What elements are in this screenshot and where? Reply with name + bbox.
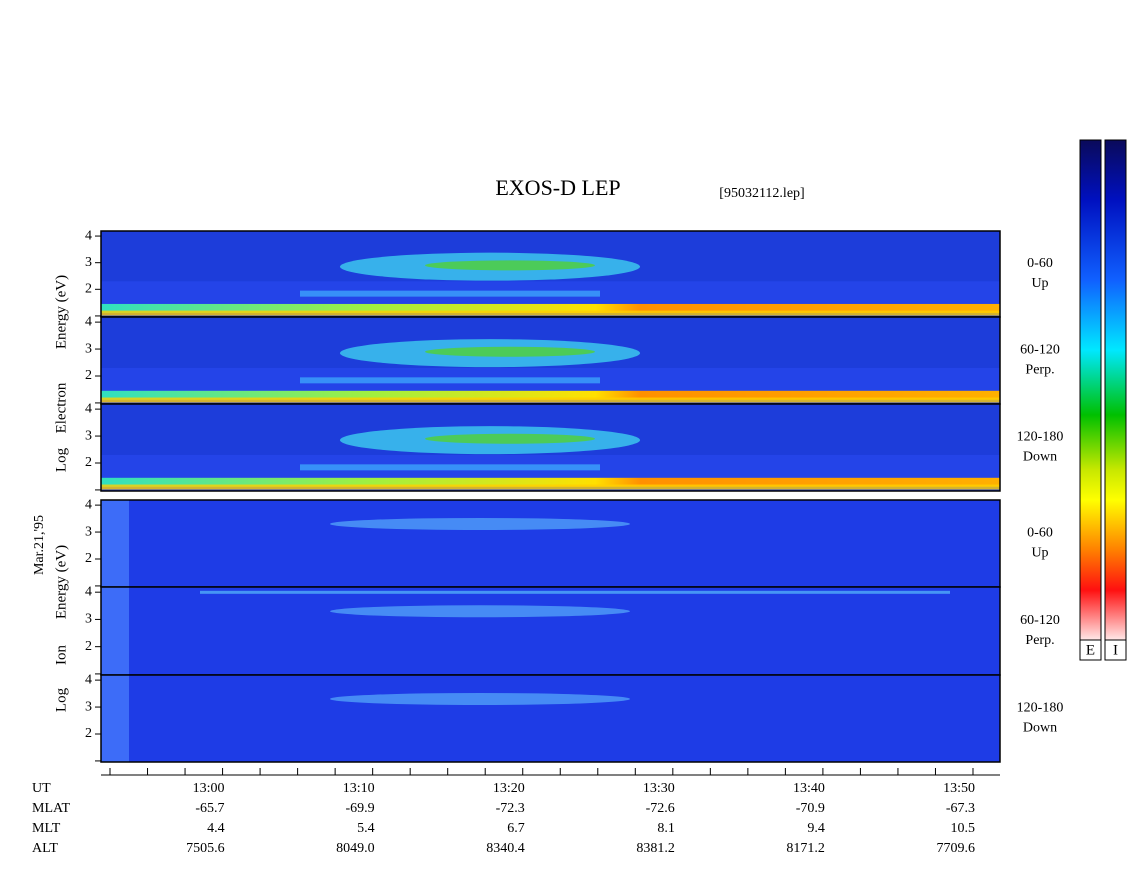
spectrogram-feature [300, 290, 600, 297]
orbit-value: -67.3 [946, 801, 975, 816]
colorbar-box [1079, 639, 1102, 661]
orbit-value: 4.4 [207, 821, 225, 836]
date-label: Mar.21,'95 [32, 515, 47, 575]
spectrogram-feature [101, 310, 1000, 316]
orbit-value: 8381.2 [636, 841, 675, 856]
panel-label: 60-120 [1020, 613, 1060, 628]
spectrogram-feature [425, 433, 595, 444]
spectrogram-feature [101, 675, 129, 762]
colorbar-label: I [1113, 642, 1118, 658]
spectrogram-feature [101, 397, 1000, 403]
spectrogram-feature [300, 377, 600, 384]
y-axis-label: Electron [53, 382, 69, 433]
spectrogram-feature [101, 500, 129, 587]
orbit-value: 8.1 [657, 821, 675, 836]
y-tick-label: 4 [85, 401, 92, 416]
panel-frame [100, 403, 1001, 492]
orbit-value: 10.5 [950, 821, 975, 836]
orbit-value: 13:30 [643, 781, 675, 796]
panel-label: Down [1023, 721, 1057, 736]
spectrogram-feature [101, 390, 1000, 400]
panel-label: 120-180 [1017, 430, 1064, 445]
orbit-value: 13:50 [943, 781, 975, 796]
orbit-value: 5.4 [357, 821, 375, 836]
spectrogram-bg [101, 675, 1000, 762]
panel-label: Perp. [1025, 633, 1054, 648]
orbit-value: -72.3 [496, 801, 525, 816]
y-tick-label: 3 [85, 524, 92, 539]
y-axis-label: Energy (eV) [53, 545, 69, 619]
orbit-value: 13:20 [493, 781, 525, 796]
panel-label: Perp. [1025, 363, 1054, 378]
chart-title: EXOS-D LEP [495, 175, 620, 200]
orbit-value: 7709.6 [936, 841, 975, 856]
panel-label: 60-120 [1020, 343, 1060, 358]
panel-label: Up [1031, 546, 1048, 561]
orbit-value: 8340.4 [486, 841, 525, 856]
y-tick-label: 3 [85, 255, 92, 270]
orbit-value: 13:10 [343, 781, 375, 796]
spectrogram-feature [101, 484, 1000, 490]
y-axis-label: Ion [53, 645, 69, 665]
orbit-value: 7505.6 [186, 841, 225, 856]
orbit-value: 13:40 [793, 781, 825, 796]
spectrogram-feature [425, 346, 595, 357]
spectrogram-feature [200, 590, 950, 594]
panel-label: 0-60 [1027, 526, 1053, 541]
colorbar [1104, 139, 1127, 641]
spectrogram-feature [101, 477, 1000, 487]
orbit-value: -72.6 [646, 801, 675, 816]
panel-label: Down [1023, 450, 1057, 465]
y-tick-label: 3 [85, 341, 92, 356]
orbit-value: 9.4 [807, 821, 825, 836]
panel-label: Up [1031, 276, 1048, 291]
y-tick-label: 2 [85, 368, 92, 383]
orbit-value: 8049.0 [336, 841, 375, 856]
orbit-value: -70.9 [796, 801, 825, 816]
y-tick-label: 4 [85, 584, 92, 599]
y-tick-label: 4 [85, 228, 92, 243]
spectrogram-feature [330, 517, 630, 530]
panel-label: 0-60 [1027, 256, 1053, 271]
orbit-value: -65.7 [195, 801, 224, 816]
spectrogram-feature [300, 464, 600, 471]
orbit-value: -69.9 [345, 801, 374, 816]
y-tick-label: 3 [85, 428, 92, 443]
row-label: ALT [32, 841, 58, 856]
row-label: MLT [32, 821, 61, 836]
orbit-value: 6.7 [507, 821, 525, 836]
spectrogram-feature [101, 587, 129, 675]
spectrogram-feature [101, 303, 1000, 313]
y-tick-label: 4 [85, 314, 92, 329]
colorbar-label: E [1086, 642, 1095, 658]
y-tick-label: 4 [85, 497, 92, 512]
y-tick-label: 2 [85, 639, 92, 654]
y-tick-label: 3 [85, 612, 92, 627]
y-tick-label: 3 [85, 699, 92, 714]
y-axis-label: Energy (eV) [53, 275, 69, 349]
orbit-value: 13:00 [193, 781, 225, 796]
y-tick-label: 2 [85, 282, 92, 297]
spectrogram-bg [101, 500, 1000, 587]
file-label: [95032112.lep] [719, 186, 804, 201]
row-label: UT [32, 781, 51, 796]
y-tick-label: 2 [85, 551, 92, 566]
panel-label: 120-180 [1017, 701, 1064, 716]
spectrogram-bg [101, 587, 1000, 675]
orbit-value: 8171.2 [786, 841, 825, 856]
spectrogram-feature [425, 260, 595, 271]
y-axis-label: Log [53, 687, 69, 712]
y-tick-label: 4 [85, 672, 92, 687]
y-tick-label: 2 [85, 726, 92, 741]
spectrogram-feature [330, 692, 630, 705]
colorbar-box [1104, 639, 1127, 661]
y-tick-label: 2 [85, 455, 92, 470]
row-label: MLAT [32, 801, 71, 816]
spectrogram-feature [330, 605, 630, 618]
colorbar [1079, 139, 1102, 641]
panel-frame [100, 674, 1001, 763]
y-axis-label: Log [53, 447, 69, 472]
